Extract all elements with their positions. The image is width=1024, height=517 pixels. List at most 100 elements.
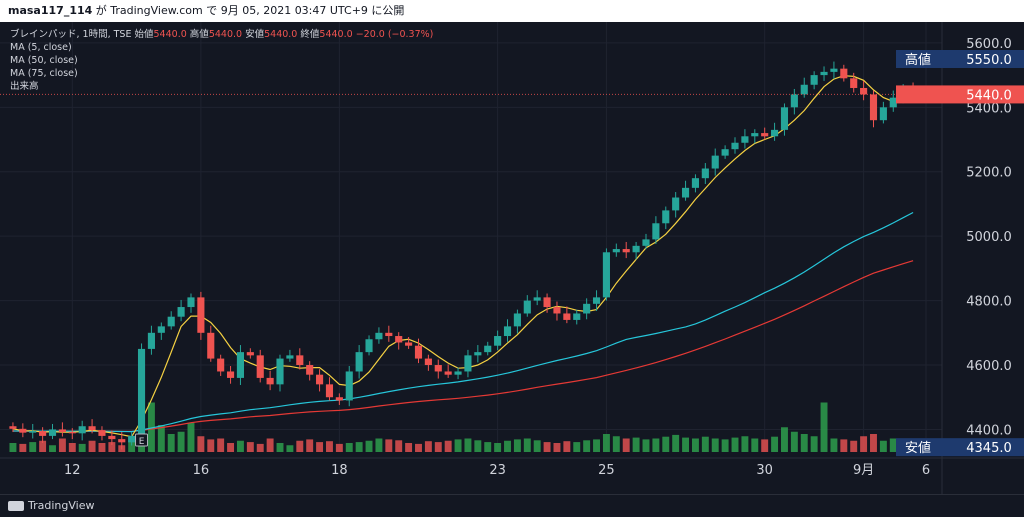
candle-body	[276, 358, 284, 385]
candle-body	[503, 326, 512, 337]
volume-bar	[395, 440, 403, 452]
candle-body	[98, 430, 106, 436]
candle-body	[523, 300, 531, 314]
candle-body	[58, 429, 66, 433]
volume-bar	[9, 443, 17, 452]
ma75-line	[12, 260, 914, 432]
candle-body	[850, 78, 858, 88]
high-tag-label: 高値	[905, 52, 931, 68]
volume-bar	[652, 438, 660, 452]
candle-body	[306, 365, 314, 375]
publish-header: masa117_114 が TradingView.com で 9月 05, 2…	[0, 0, 1024, 22]
volume-bar	[19, 443, 27, 452]
chart-legend: ブレインパッド, 1時間, TSE 始値5440.0 高値5440.0 安値54…	[10, 28, 433, 93]
volume-bar	[256, 443, 264, 452]
candle-body	[226, 371, 235, 378]
candle-body	[573, 313, 581, 320]
volume-bar	[840, 439, 848, 452]
candle-body	[19, 428, 27, 433]
volume-bar	[711, 438, 719, 452]
candle-body	[800, 84, 808, 95]
volume-bar	[474, 440, 482, 452]
volume-bar	[879, 440, 887, 452]
author-name[interactable]: masa117_114	[8, 4, 93, 17]
volume-bar	[385, 439, 393, 452]
volume-bar	[810, 436, 818, 452]
candle-body	[147, 332, 155, 349]
chart-area[interactable]: 12 16 18 23 25 30 9月 6 5600.0 5400.0 5200.0 5000.0 4…	[0, 22, 1024, 494]
candle-body	[78, 426, 86, 434]
candle-body	[316, 374, 324, 385]
volume-bar	[761, 439, 769, 452]
candle-body	[414, 345, 423, 359]
volume-bar	[691, 438, 699, 452]
candle-body	[454, 371, 462, 375]
volume-bar	[424, 441, 432, 452]
tradingview-logo-icon	[8, 500, 24, 511]
volume-bar	[731, 437, 739, 452]
candle-body	[672, 197, 680, 211]
legend-ma75[interactable]: MA (75, close)	[10, 68, 78, 79]
volume-bar	[68, 443, 76, 452]
earnings-marker	[135, 433, 149, 447]
volume-bar	[484, 442, 492, 452]
candle-body	[444, 371, 452, 375]
legend-close-label: 終値	[300, 29, 320, 40]
candle-body	[711, 155, 719, 169]
volume-bar	[781, 427, 788, 452]
x-tick-label: 23	[489, 463, 506, 478]
volume-bar	[98, 443, 106, 452]
candle-body	[68, 432, 76, 434]
candle-body	[286, 355, 294, 359]
legend-symbol[interactable]: ブレインパッド, 1時間, TSE	[10, 29, 132, 40]
candle-body	[592, 297, 601, 304]
volume-bar	[276, 443, 284, 452]
candle-body	[108, 435, 116, 440]
volume-bar	[78, 443, 86, 452]
candle-body	[236, 352, 245, 378]
volume-bar	[820, 402, 828, 452]
candle-body	[157, 326, 165, 333]
volume-bar	[830, 438, 838, 452]
volume-bar	[632, 437, 640, 452]
footer-bar: TradingView	[0, 494, 1024, 517]
legend-volume[interactable]: 出来高	[10, 81, 39, 92]
volume-bar	[167, 434, 175, 452]
candle-body	[731, 142, 739, 150]
candle-body	[553, 307, 561, 314]
candle-body	[563, 313, 571, 320]
candle-body	[790, 94, 798, 108]
volume-bar	[39, 440, 47, 452]
tradingview-logo[interactable]: TradingView	[8, 499, 94, 512]
legend-low-label: 安値	[245, 29, 265, 40]
candle-body	[375, 332, 383, 340]
legend-open-label: 始値	[134, 29, 154, 40]
volume-bar	[88, 440, 96, 452]
volume-bar	[236, 440, 244, 452]
candle-body	[761, 133, 769, 137]
candle-body	[9, 426, 17, 429]
candle-body	[533, 297, 541, 301]
price-chart[interactable]: 12 16 18 23 25 30 9月 6 5600.0 5400.0 5200.0 5000.0 4…	[0, 22, 1024, 494]
candle-body	[513, 313, 521, 327]
volume-bar	[870, 434, 877, 452]
legend-ma50[interactable]: MA (50, close)	[10, 55, 78, 66]
candle-body	[167, 316, 175, 327]
y-tick-label: 5000.0	[966, 230, 1012, 245]
volume-bar	[355, 442, 363, 452]
volume-bar	[177, 431, 185, 452]
candle-body	[681, 187, 690, 198]
candle-body	[632, 245, 640, 253]
candle-body	[197, 297, 205, 333]
candle-body	[602, 252, 610, 298]
volume-bar	[197, 436, 205, 452]
volume-bar	[622, 438, 630, 452]
high-tag	[896, 49, 1024, 68]
candle-body	[820, 71, 828, 76]
volume-bar	[573, 442, 581, 452]
earnings-marker-label: E	[139, 437, 145, 447]
legend-ma5[interactable]: MA (5, close)	[10, 42, 72, 53]
low-tag-value: 4345.0	[966, 441, 1012, 456]
volume-bar	[375, 438, 383, 452]
volume-bar	[207, 439, 215, 452]
